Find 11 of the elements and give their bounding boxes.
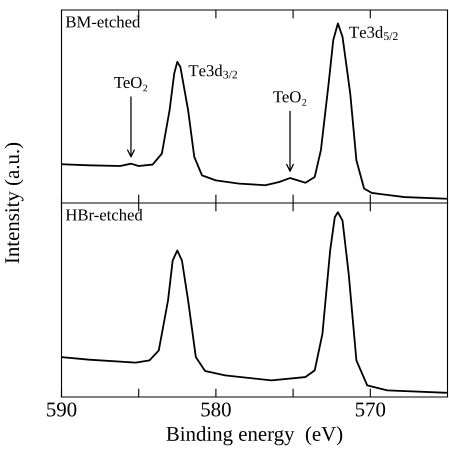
annotation: TeO₂ xyxy=(273,91,306,106)
text: HBr-etched xyxy=(66,208,143,221)
legend-label: BM-etched xyxy=(66,16,140,28)
x-tick-label: 580 xyxy=(201,402,231,417)
annotation: Te3d$_{5/2}$ xyxy=(349,26,398,40)
x-tick-label: 590 xyxy=(47,402,76,417)
x-tick-label: 570 xyxy=(356,402,386,417)
annotation: TeO₂ xyxy=(114,76,148,92)
x-axis-title: Binding energy (eV) xyxy=(166,426,342,446)
annotation: Te3d$_{3/2}$ xyxy=(188,64,238,79)
y-axis-title: Intensity (a.u.) xyxy=(4,142,24,264)
